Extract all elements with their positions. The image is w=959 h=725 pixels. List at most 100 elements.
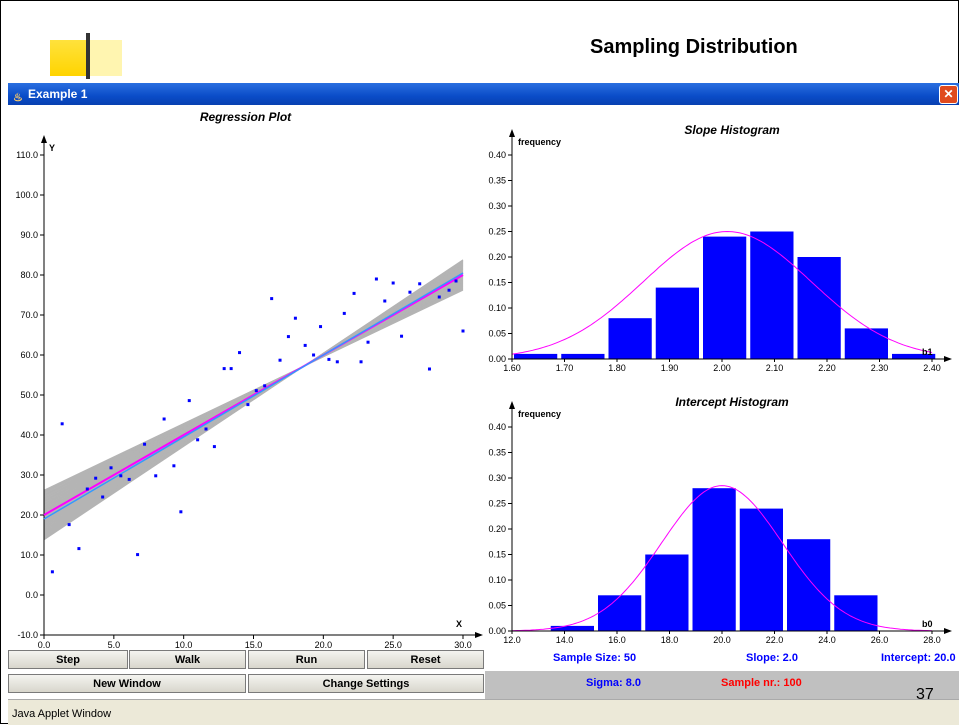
y-tick-label: 10.0	[20, 550, 38, 560]
intercept-histogram-y-tick-label: 0.30	[488, 473, 506, 483]
intercept-histogram-bar	[598, 595, 642, 631]
intercept-histogram-y-tick-label: 0.35	[488, 448, 506, 458]
data-point	[187, 399, 191, 403]
slope-histogram-x-tick-label: 2.40	[923, 363, 941, 373]
data-point	[286, 335, 290, 339]
data-point	[246, 403, 250, 407]
status-bar: Java Applet Window	[8, 699, 959, 725]
data-point	[374, 277, 378, 281]
y-tick-label: 70.0	[20, 310, 38, 320]
slope-histogram-x-tick-label: 2.10	[766, 363, 784, 373]
change-settings-button[interactable]: Change Settings	[248, 674, 484, 693]
y-tick-label: -10.0	[17, 630, 38, 640]
data-point	[85, 487, 89, 491]
slope-histogram-x-tick-label: 1.70	[556, 363, 574, 373]
slope-histogram-y-tick-label: 0.10	[488, 303, 506, 313]
data-point	[359, 360, 363, 364]
data-point	[50, 570, 54, 574]
slope-histogram-x-axis-label: b1	[922, 347, 933, 357]
java-cup-icon: ♨	[13, 92, 23, 104]
intercept-histogram-bar	[834, 595, 878, 631]
data-point	[67, 523, 71, 527]
data-point	[127, 477, 131, 481]
data-point	[119, 474, 123, 478]
data-point	[77, 547, 81, 551]
slope-histogram-bar	[844, 328, 888, 359]
slope-histogram-y-tick-label: 0.05	[488, 329, 506, 339]
window-title: Example 1	[28, 87, 88, 101]
data-point	[293, 316, 297, 320]
slope-histogram-title: Slope Histogram	[684, 123, 780, 137]
intercept-histogram-y-tick-label: 0.40	[488, 422, 506, 432]
data-point	[400, 334, 404, 338]
window-titlebar[interactable]: ♨ Example 1 ✕	[8, 83, 959, 105]
slope-histogram-x-tick-label: 2.30	[871, 363, 889, 373]
data-point	[312, 353, 316, 357]
slope-histogram-y-tick-label: 0.00	[488, 354, 506, 364]
data-point	[319, 325, 323, 329]
y-tick-label: 90.0	[20, 230, 38, 240]
y-tick-label: 80.0	[20, 270, 38, 280]
data-point	[303, 343, 307, 347]
step-button[interactable]: Step	[8, 650, 128, 669]
data-point	[101, 495, 105, 499]
data-point	[254, 389, 258, 393]
sigma-label: Sigma: 8.0	[586, 677, 642, 689]
y-tick-label: 60.0	[20, 350, 38, 360]
sample-size-label: Sample Size: 50	[553, 652, 637, 664]
intercept-histogram-x-tick-label: 28.0	[923, 635, 941, 645]
intercept-histogram-x-tick-label: 20.0	[713, 635, 731, 645]
intercept-histogram-bar	[787, 539, 831, 631]
new-window-button[interactable]: New Window	[8, 674, 246, 693]
data-point	[437, 295, 441, 299]
data-point	[391, 281, 395, 285]
data-point	[179, 510, 183, 514]
data-point	[109, 466, 113, 470]
data-point	[172, 464, 176, 468]
intercept-histogram-y-tick-label: 0.10	[488, 575, 506, 585]
data-point	[60, 422, 64, 426]
intercept-histogram-bar	[739, 508, 783, 631]
slope-histogram-x-tick-label: 1.80	[608, 363, 626, 373]
intercept-histogram-x-tick-label: 26.0	[871, 635, 889, 645]
slope-histogram-bar	[797, 257, 841, 359]
slope-histogram-bar	[703, 236, 747, 359]
run-button[interactable]: Run	[248, 650, 365, 669]
slope-histogram-x-tick-label: 1.90	[661, 363, 679, 373]
fitted-regression-line	[43, 272, 464, 520]
intercept-histogram-x-axis-arrow	[944, 628, 952, 634]
true-regression-line	[43, 274, 464, 516]
x-tick-label: 30.0	[454, 640, 472, 650]
data-point	[327, 357, 331, 361]
intercept-histogram-bar	[692, 488, 736, 631]
slope-histogram-bar	[608, 318, 652, 359]
sample-number-label: Sample nr.: 100	[721, 677, 802, 689]
slope-histogram-bar	[561, 353, 605, 359]
data-point	[342, 311, 346, 315]
slope-histogram-bar	[750, 231, 794, 359]
data-point	[408, 290, 412, 294]
slide-decoration-highlight	[90, 40, 122, 76]
slope-histogram-x-axis-arrow	[944, 356, 952, 362]
data-point	[335, 360, 339, 364]
data-point	[278, 358, 282, 362]
status-text: Java Applet Window	[12, 708, 112, 720]
intercept-histogram-y-tick-label: 0.05	[488, 601, 506, 611]
x-tick-label: 15.0	[245, 640, 263, 650]
reset-button[interactable]: Reset	[367, 650, 484, 669]
x-tick-label: 10.0	[175, 640, 193, 650]
y-tick-label: 50.0	[20, 390, 38, 400]
walk-button[interactable]: Walk	[129, 650, 246, 669]
data-point	[427, 367, 431, 371]
slope-histogram-y-axis-arrow	[509, 129, 515, 137]
intercept-histogram-x-tick-label: 22.0	[766, 635, 784, 645]
intercept-histogram-y-tick-label: 0.20	[488, 524, 506, 534]
plots-canvas: Regression PlotYX-10.00.010.020.030.040.…	[15, 110, 952, 650]
intercept-histogram-normal-curve	[511, 485, 933, 632]
close-button[interactable]: ✕	[939, 85, 958, 104]
slope-histogram-bar	[655, 287, 699, 359]
slope-histogram-bar	[514, 353, 558, 359]
data-point	[222, 367, 226, 371]
x-tick-label: 5.0	[108, 640, 121, 650]
slope-label: Slope: 2.0	[746, 652, 798, 664]
